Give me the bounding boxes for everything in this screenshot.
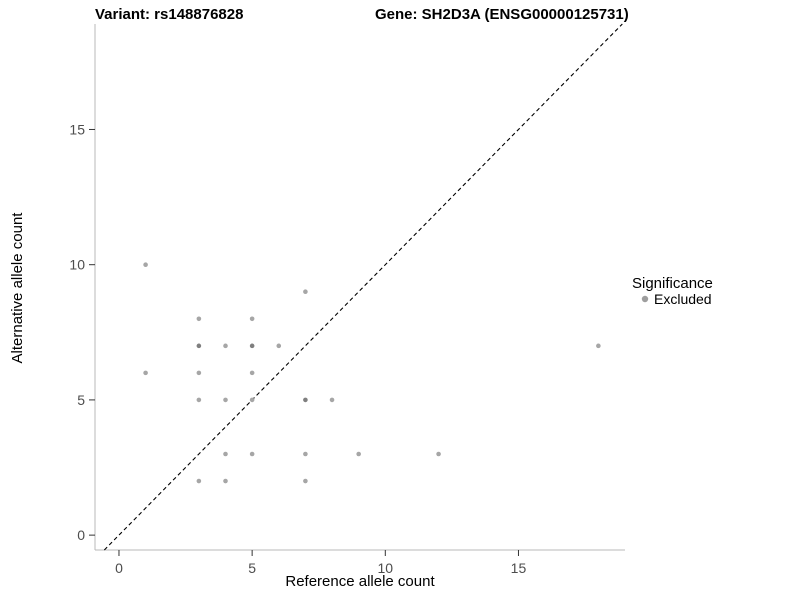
data-point (196, 316, 202, 322)
x-tick-label: 5 (248, 560, 256, 576)
data-point (249, 370, 255, 376)
x-tick-label: 0 (115, 560, 123, 576)
legend-items: Excluded (641, 291, 712, 307)
data-point (196, 397, 202, 403)
data-point (436, 451, 441, 457)
x-tick-label: 10 (378, 560, 394, 576)
data-point (223, 451, 228, 457)
data-point (303, 478, 308, 484)
data-point (276, 343, 282, 349)
legend-title: Significance (632, 275, 713, 292)
data-point (223, 478, 228, 484)
variant-title: Variant: rs148876828 (95, 6, 243, 23)
plot-panel: 0 5 10 15 0 5 10 15 (69, 23, 625, 576)
y-tick-label: 0 (77, 527, 85, 543)
x-axis-title: Reference allele count (285, 573, 435, 590)
legend-item-label: Excluded (654, 291, 712, 307)
y-tick-label: 15 (69, 121, 85, 137)
data-point (249, 451, 255, 457)
data-point (303, 289, 308, 295)
data-point (249, 343, 255, 349)
identity-line (103, 23, 623, 551)
y-tick-label: 5 (77, 392, 85, 408)
y-axis-title: Alternative allele count (9, 212, 26, 364)
data-point (329, 397, 335, 403)
data-point (249, 397, 255, 403)
legend-point-icon (641, 295, 649, 303)
data-point (249, 316, 255, 322)
data-point (223, 397, 228, 403)
data-point (303, 397, 308, 403)
data-point (303, 451, 308, 457)
data-point (196, 370, 202, 376)
data-point (356, 451, 361, 457)
data-point (196, 478, 202, 484)
y-tick-label: 10 (69, 257, 85, 273)
data-point (196, 343, 202, 349)
data-point (143, 262, 148, 267)
gene-title: Gene: SH2D3A (ENSG00000125731) (375, 6, 629, 23)
data-point (143, 370, 148, 376)
data-point (223, 343, 228, 349)
x-tick-label: 15 (511, 560, 527, 576)
data-point (596, 343, 601, 349)
